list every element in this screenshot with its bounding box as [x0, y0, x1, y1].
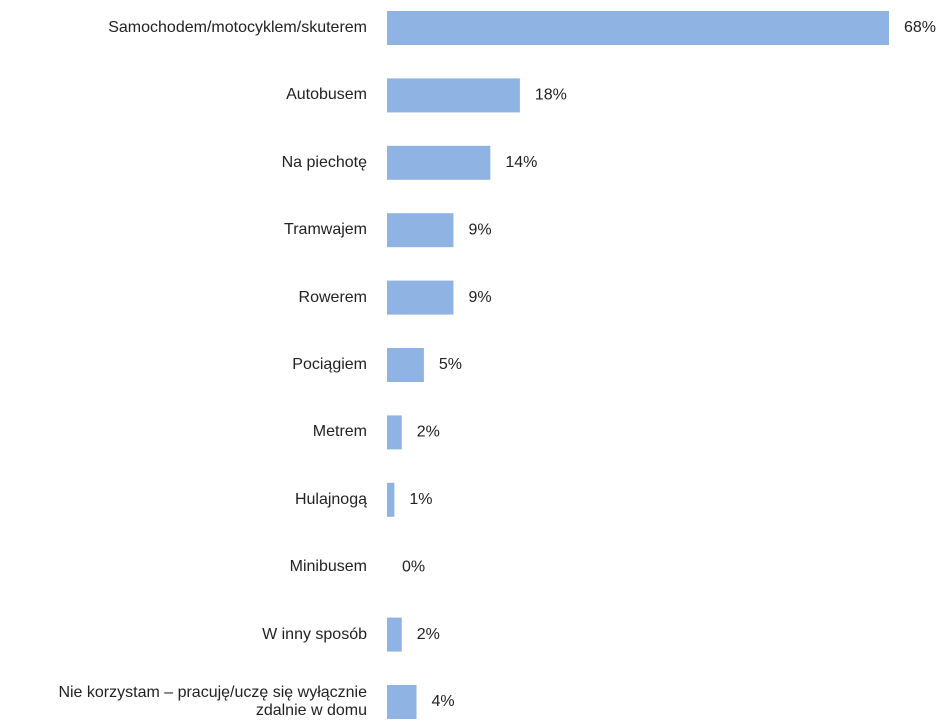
value-label: 9% [468, 289, 491, 306]
bar [387, 348, 424, 382]
value-label: 14% [505, 154, 537, 171]
bar [387, 145, 491, 180]
category-label: Pociągiem [292, 356, 367, 373]
bar [387, 482, 395, 517]
category-label: Na piechotę [281, 153, 367, 171]
value-label: 2% [417, 424, 440, 441]
bar [387, 280, 454, 315]
value-label: 68% [904, 19, 936, 36]
category-label: W inny sposób [262, 625, 367, 643]
bar [387, 78, 520, 113]
category-label: Autobusem [286, 86, 367, 104]
value-label: 2% [417, 626, 440, 643]
category-label: Tramwajem [284, 221, 367, 239]
category-label: Samochodem/motocyklem/skuterem [108, 19, 367, 36]
category-label: Rowerem [298, 288, 367, 306]
bar [387, 617, 402, 652]
value-label: 5% [439, 356, 462, 373]
value-label: 18% [535, 87, 567, 104]
bar [387, 415, 402, 450]
bar [387, 11, 889, 45]
bar [387, 213, 454, 248]
category-label: Nie korzystam – pracuję/uczę się wyłączn… [58, 684, 367, 719]
value-label: 4% [432, 693, 455, 710]
category-label: Hulajnogą [294, 490, 367, 508]
value-label: 0% [402, 558, 425, 575]
bar [387, 685, 417, 719]
value-label: 9% [468, 221, 491, 238]
category-label: Minibusem [289, 558, 367, 576]
value-label: 1% [409, 491, 432, 508]
category-label: Metrem [312, 423, 367, 441]
